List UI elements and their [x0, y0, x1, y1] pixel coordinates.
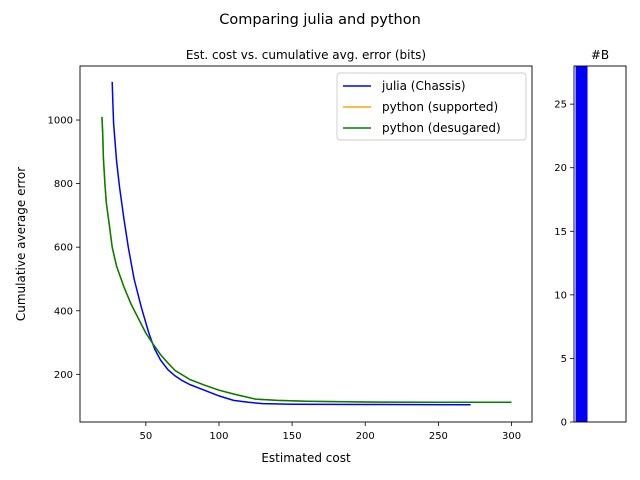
main-y-axis-label: Cumulative average error	[14, 167, 28, 321]
legend: julia (Chassis) python (supported) pytho…	[336, 72, 527, 141]
legend-label-python-desugared: python (desugared)	[382, 121, 501, 135]
side-y-tick-label: 20	[554, 163, 567, 174]
y-tick-label: 1000	[48, 116, 73, 127]
x-tick-label: 250	[429, 431, 448, 442]
main-x-axis-ticks: 50 100 150 200 250 300	[139, 422, 521, 442]
side-chart-title: #B	[591, 48, 609, 62]
series-line-2	[101, 116, 512, 404]
legend-entry-python-desugared: python (desugared)	[343, 121, 501, 135]
main-chart-title: Est. cost vs. cumulative avg. error (bit…	[186, 48, 426, 62]
legend-entry-python-supported: python (supported)	[343, 100, 498, 114]
side-y-tick-label: 0	[561, 418, 567, 429]
figure-title: Comparing julia and python	[219, 12, 421, 28]
x-tick-label: 50	[139, 431, 152, 442]
x-tick-label: 100	[209, 431, 228, 442]
side-y-tick-label: 5	[561, 354, 567, 365]
legend-entry-julia: julia (Chassis)	[343, 79, 466, 93]
y-tick-label: 200	[54, 370, 73, 381]
main-y-axis-ticks: 200 400 600 800 1000	[48, 116, 80, 381]
side-bar-chart: #B 0 5 10 15 20 25	[554, 48, 627, 429]
series-line-0	[111, 81, 471, 406]
side-y-tick-label: 15	[554, 227, 567, 238]
y-tick-label: 600	[54, 243, 73, 254]
legend-box	[336, 72, 527, 141]
y-tick-label: 800	[54, 179, 73, 190]
side-plot-frame	[573, 65, 627, 423]
main-line-chart: Est. cost vs. cumulative avg. error (bit…	[14, 48, 533, 465]
main-plot-frame	[79, 65, 533, 423]
main-chart-lines	[101, 81, 512, 406]
side-y-tick-label: 25	[554, 100, 567, 111]
bar-0	[575, 66, 588, 422]
side-y-tick-label: 10	[554, 290, 567, 301]
x-tick-label: 150	[283, 431, 302, 442]
main-x-axis-label: Estimated cost	[261, 451, 351, 465]
x-tick-label: 300	[502, 431, 521, 442]
legend-label-python-supported: python (supported)	[382, 100, 498, 114]
side-y-axis-ticks: 0 5 10 15 20 25	[554, 100, 574, 429]
x-tick-label: 200	[356, 431, 375, 442]
side-chart-bars	[575, 66, 588, 422]
y-tick-label: 400	[54, 306, 73, 317]
legend-label-julia: julia (Chassis)	[381, 79, 466, 93]
